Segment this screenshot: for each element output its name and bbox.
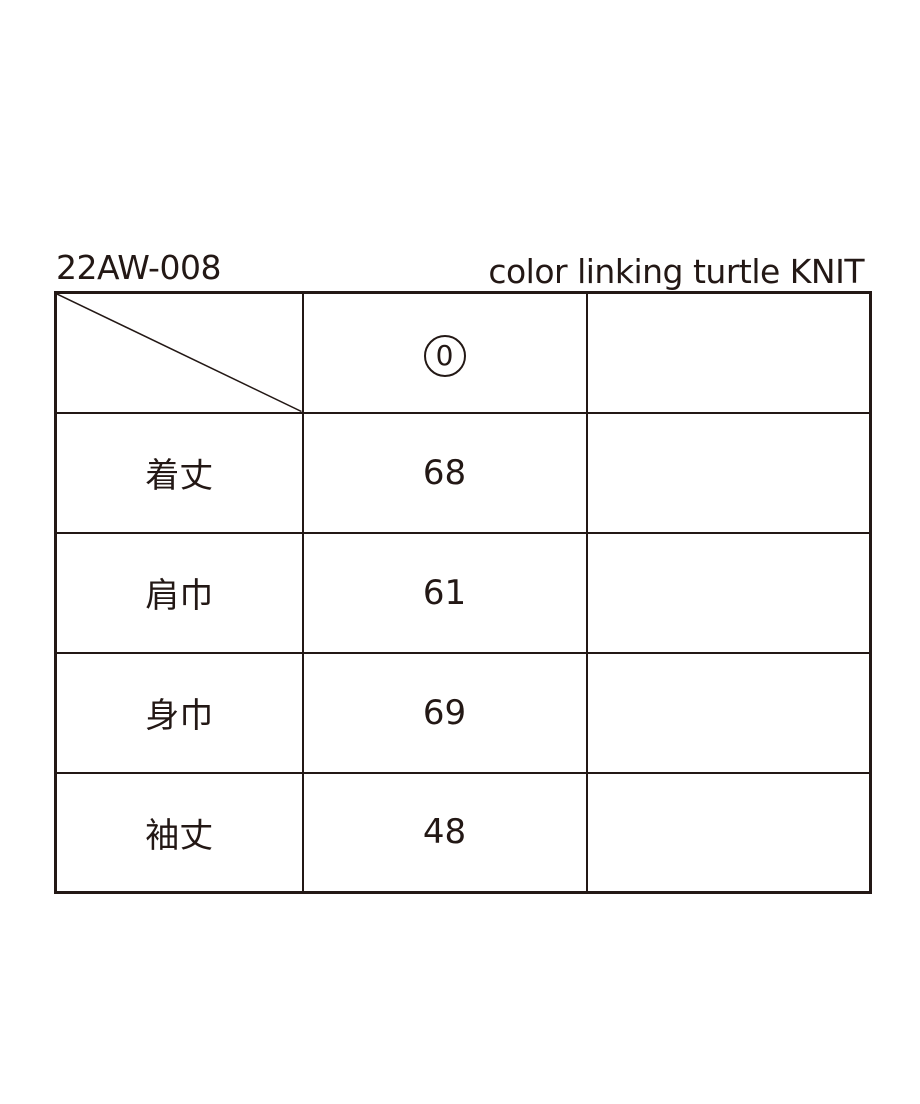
- row-value: 69: [301, 651, 588, 774]
- row-value: 48: [301, 771, 588, 894]
- row-value-empty: [585, 771, 872, 894]
- row-value-empty: [585, 651, 872, 774]
- row-value: 68: [301, 411, 588, 534]
- size-header: 0: [301, 291, 588, 414]
- header-row: 0: [54, 291, 872, 414]
- row-value-empty: [585, 531, 872, 654]
- row-value-empty: [585, 411, 872, 534]
- product-name: color linking turtle KNIT: [488, 252, 864, 291]
- row-value: 61: [301, 531, 588, 654]
- product-code: 22AW-008: [56, 248, 221, 287]
- table-row: 着丈 68: [54, 411, 872, 534]
- size-label-circled: 0: [423, 334, 466, 377]
- row-label: 袖丈: [54, 771, 304, 894]
- empty-header: [585, 291, 872, 414]
- table-row: 身巾 69: [54, 651, 872, 774]
- row-label: 身巾: [54, 651, 304, 774]
- diagonal-line: [57, 294, 302, 412]
- table-row: 袖丈 48: [54, 771, 872, 894]
- table-row: 肩巾 61: [54, 531, 872, 654]
- row-label: 肩巾: [54, 531, 304, 654]
- size-table: 0 着丈 68 肩巾 61 身巾 69 袖丈 48: [54, 291, 872, 894]
- corner-cell: [54, 291, 304, 414]
- row-label: 着丈: [54, 411, 304, 534]
